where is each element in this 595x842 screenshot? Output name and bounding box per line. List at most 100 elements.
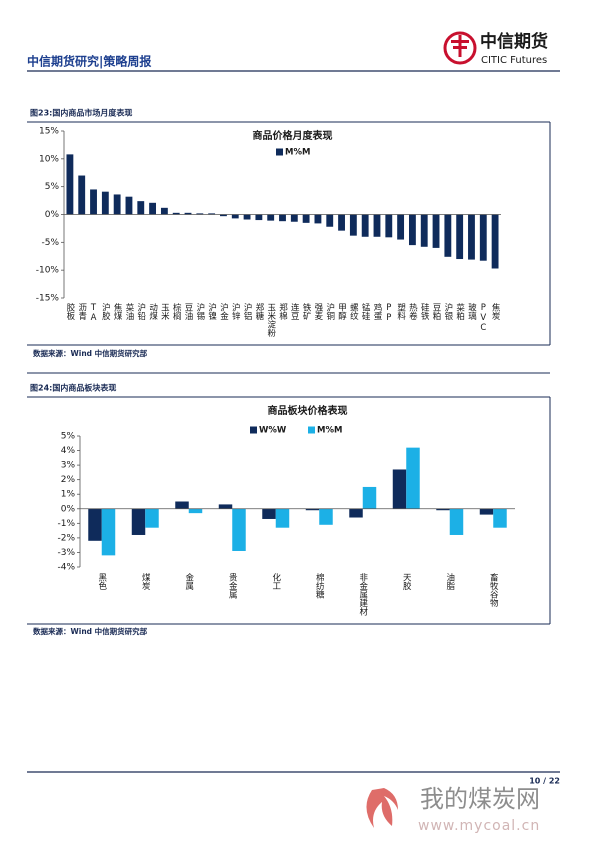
chart: 商品板块价格表现 W%W M%M 5% 4% 3% 2% 1% 0% -1% -2% -3% -4% 黑色… xyxy=(57,404,515,616)
y-tick-label: -1% xyxy=(57,519,75,529)
bar xyxy=(208,213,216,215)
bar xyxy=(493,508,507,528)
x-tick-label: 锰硅 xyxy=(360,302,370,320)
x-tick-label: 动煤 xyxy=(148,302,158,321)
bar xyxy=(468,214,475,260)
x-tick-label: 金属 xyxy=(184,572,194,591)
x-tick-label: 菜粕 xyxy=(455,302,465,321)
figure-caption: 图23:国内商品市场月度表现 xyxy=(30,108,132,118)
bar xyxy=(88,508,102,541)
x-tick-label: 沪铝 xyxy=(242,302,252,321)
x-tick-label: 豆油 xyxy=(183,303,193,321)
x-tick-label: 铁矿 xyxy=(301,302,311,321)
legend-swatch xyxy=(250,426,257,434)
x-tick-label: 天胶 xyxy=(401,573,411,591)
x-tick-label: PP xyxy=(384,303,394,323)
bar xyxy=(349,508,363,518)
header-title: 中信期货研究|策略周报 xyxy=(27,54,151,69)
logo: 中信期货 CITIC Futures xyxy=(443,31,548,66)
x-tick-label: 胶板 xyxy=(65,302,75,321)
bar xyxy=(137,201,145,215)
x-tick-label: TA xyxy=(89,303,99,323)
x-tick-label: 焦煤 xyxy=(112,302,122,321)
bar xyxy=(319,508,333,525)
bar xyxy=(220,214,227,217)
bar xyxy=(302,214,310,223)
y-tick-label: 4% xyxy=(61,446,76,456)
bar xyxy=(184,212,192,215)
bar xyxy=(188,508,203,514)
bar xyxy=(262,508,276,519)
x-tick-label: 贵金属 xyxy=(227,572,237,599)
bar xyxy=(436,508,450,511)
page-number: 10 / 22 xyxy=(529,777,560,786)
x-tick-label: 沪铜 xyxy=(325,302,335,321)
bar xyxy=(385,214,393,238)
y-tick-label: 5% xyxy=(45,182,60,192)
bar xyxy=(408,214,416,246)
figure-source: 数据来源：Wind 中信期货研究部 xyxy=(33,626,148,636)
x-tick-label: 玉米 xyxy=(159,303,169,321)
bar xyxy=(172,212,180,215)
bar xyxy=(449,508,464,535)
logo-text: 中信期货 xyxy=(480,31,548,52)
x-tick-label: 沪银 xyxy=(443,302,453,321)
bar xyxy=(125,196,133,215)
bar xyxy=(397,214,405,240)
x-tick-label: 郑糖 xyxy=(254,302,264,321)
x-tick-label: 沪锡 xyxy=(195,302,205,321)
bar xyxy=(267,214,275,221)
x-tick-label: 棉纺糖 xyxy=(314,572,324,599)
watermark-url: www.mycoal.cn xyxy=(418,818,540,834)
y-tick-label: 2% xyxy=(61,475,76,485)
x-tick-label: 郑棉 xyxy=(278,302,288,321)
x-tick-label: 化工 xyxy=(271,572,281,590)
bar xyxy=(279,214,286,222)
bar xyxy=(243,214,251,220)
legend-label: M%M xyxy=(317,426,342,436)
x-tick-label: 沪金 xyxy=(218,302,228,320)
bar xyxy=(479,214,487,261)
y-tick-label: -3% xyxy=(57,548,75,558)
x-tick-label: 焦炭 xyxy=(490,302,500,321)
bar xyxy=(432,214,440,248)
logo-subtext: CITIC Futures xyxy=(481,55,547,66)
figure-caption: 图24:国内商品板块表现 xyxy=(30,383,116,393)
bar xyxy=(90,189,97,215)
bar xyxy=(66,154,74,215)
y-tick-label: 15% xyxy=(39,127,59,137)
y-tick-label: 3% xyxy=(61,461,76,471)
watermark: 我的煤炭网 www.mycoal.cn xyxy=(366,785,540,834)
bar xyxy=(456,214,464,260)
bar xyxy=(131,508,146,535)
bar xyxy=(361,214,369,237)
x-tick-label: 沪镍 xyxy=(207,302,217,321)
chart-title: 商品价格月度表现 xyxy=(253,129,333,142)
bar xyxy=(101,191,109,215)
bar xyxy=(78,175,86,215)
bar xyxy=(392,469,407,509)
x-tick-label: 沥青 xyxy=(77,303,87,321)
x-tick-label: 硅铁 xyxy=(419,302,429,321)
bar xyxy=(160,207,168,215)
x-tick-label: PVC xyxy=(478,303,488,333)
bar xyxy=(444,214,452,257)
x-tick-label: 非金属建材 xyxy=(358,572,368,615)
bar xyxy=(145,508,159,528)
x-tick-label: 热卷 xyxy=(407,302,417,320)
bar xyxy=(326,214,334,227)
bar xyxy=(175,501,189,509)
legend-swatch xyxy=(276,148,283,156)
x-tick-label: 畜牧谷物 xyxy=(488,572,498,608)
y-tick-label: -4% xyxy=(57,563,75,573)
x-tick-label: 煤炭 xyxy=(140,572,150,591)
x-tick-label: 强麦 xyxy=(313,303,323,321)
bar xyxy=(491,214,499,269)
bar xyxy=(275,508,290,528)
bar xyxy=(406,447,420,509)
y-tick-label: -15% xyxy=(36,294,60,304)
y-tick-label: 5% xyxy=(61,432,76,442)
legend-swatch xyxy=(308,426,315,434)
